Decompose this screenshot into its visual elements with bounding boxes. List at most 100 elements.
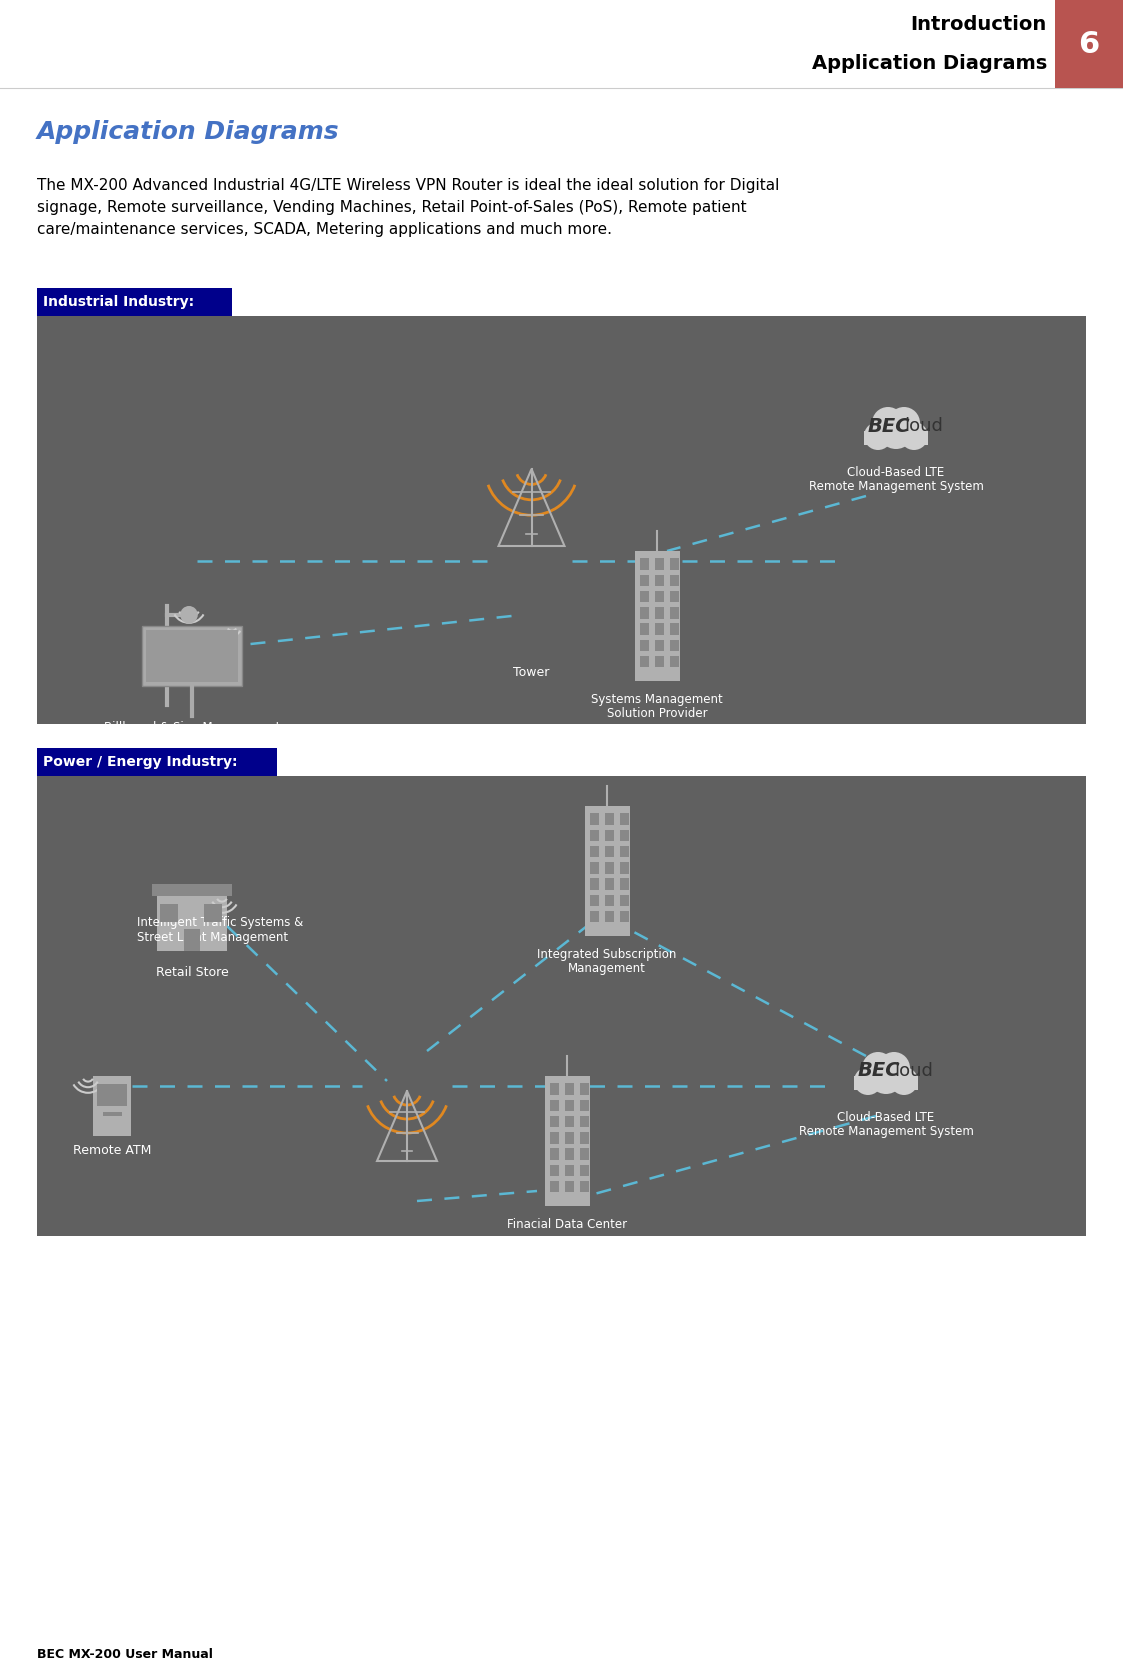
Bar — [590, 830, 599, 842]
Text: Retail Store: Retail Store — [156, 966, 228, 979]
Bar — [669, 590, 678, 602]
Bar — [639, 656, 648, 667]
Bar — [579, 1149, 588, 1160]
Bar — [549, 1083, 558, 1095]
Bar — [565, 1083, 574, 1095]
Text: Cloud-Based LTE: Cloud-Based LTE — [838, 1110, 934, 1124]
Text: Industrial Industry:: Industrial Industry: — [43, 295, 194, 309]
Bar — [639, 639, 648, 651]
Bar — [655, 575, 664, 587]
Circle shape — [853, 1067, 882, 1095]
Bar — [604, 879, 613, 890]
Bar — [669, 639, 678, 651]
Bar — [37, 315, 1086, 724]
Bar — [141, 626, 241, 686]
Circle shape — [891, 1067, 917, 1095]
Bar — [579, 1100, 588, 1112]
Circle shape — [900, 423, 928, 449]
Bar — [579, 1083, 588, 1095]
Bar — [565, 1181, 574, 1192]
Text: Systems Management: Systems Management — [591, 693, 723, 706]
Bar — [590, 911, 599, 922]
Bar — [157, 896, 227, 951]
Circle shape — [878, 413, 914, 449]
Bar — [620, 830, 629, 842]
Bar — [549, 1149, 558, 1160]
Bar — [634, 552, 679, 681]
Bar — [590, 879, 599, 890]
Text: The MX-200 Advanced Industrial 4G/LTE Wireless VPN Router is ideal the ideal sol: The MX-200 Advanced Industrial 4G/LTE Wi… — [37, 178, 779, 193]
Bar — [655, 607, 664, 619]
Bar — [639, 590, 648, 602]
Bar — [565, 1132, 574, 1144]
Circle shape — [878, 1051, 910, 1083]
Bar — [184, 929, 200, 951]
Text: Power / Energy Industry:: Power / Energy Industry: — [43, 755, 237, 770]
Bar — [669, 558, 678, 570]
Bar — [162, 639, 175, 647]
Bar — [655, 558, 664, 570]
Circle shape — [862, 1051, 894, 1083]
Bar — [669, 575, 678, 587]
Bar — [590, 845, 599, 857]
Text: Cloud-Based LTE: Cloud-Based LTE — [848, 466, 944, 480]
Bar — [620, 862, 629, 874]
Bar — [93, 1077, 131, 1135]
Text: Finacial Data Center: Finacial Data Center — [506, 1218, 627, 1231]
Bar — [853, 1077, 917, 1090]
Bar — [146, 631, 238, 683]
Bar — [549, 1181, 558, 1192]
Bar — [565, 1149, 574, 1160]
Text: Management: Management — [568, 963, 646, 974]
Text: BEC: BEC — [858, 1062, 901, 1080]
Circle shape — [180, 605, 198, 624]
Bar — [579, 1164, 588, 1176]
Bar — [655, 590, 664, 602]
Text: BEC MX-200 User Manual: BEC MX-200 User Manual — [37, 1648, 213, 1660]
Bar — [620, 813, 629, 825]
Bar — [639, 607, 648, 619]
Bar — [1054, 0, 1123, 87]
Bar — [639, 575, 648, 587]
Bar — [565, 1164, 574, 1176]
Text: Remote Management System: Remote Management System — [798, 1125, 974, 1139]
Text: Tower: Tower — [513, 666, 549, 679]
Bar — [669, 624, 678, 636]
Text: Solution Provider: Solution Provider — [606, 708, 707, 719]
Bar — [37, 288, 232, 315]
Bar — [97, 1083, 127, 1107]
Circle shape — [871, 408, 904, 439]
Circle shape — [888, 408, 920, 439]
Text: Billboard & Sign Management: Billboard & Sign Management — [103, 721, 280, 735]
Bar — [655, 624, 664, 636]
Text: Street Light Management: Street Light Management — [137, 931, 289, 944]
Bar — [655, 656, 664, 667]
Bar — [620, 894, 629, 906]
Bar — [604, 845, 613, 857]
Circle shape — [868, 1058, 904, 1093]
Text: Application Diagrams: Application Diagrams — [37, 121, 339, 144]
Bar — [549, 1115, 558, 1127]
Text: 6: 6 — [1078, 30, 1099, 59]
Bar — [545, 1077, 590, 1206]
Text: Remote Management System: Remote Management System — [809, 480, 984, 493]
Bar — [639, 624, 648, 636]
Bar — [620, 879, 629, 890]
Text: signage, Remote surveillance, Vending Machines, Retail Point-of-Sales (PoS), Rem: signage, Remote surveillance, Vending Ma… — [37, 200, 747, 215]
Bar — [102, 1112, 121, 1115]
Bar — [549, 1164, 558, 1176]
Bar — [864, 431, 928, 444]
Text: Integrated Subscription: Integrated Subscription — [537, 948, 677, 961]
Text: loud: loud — [894, 1062, 933, 1080]
Bar — [579, 1132, 588, 1144]
Bar — [604, 813, 613, 825]
Bar — [604, 911, 613, 922]
Bar — [152, 884, 232, 896]
Circle shape — [864, 423, 892, 449]
Text: BEC: BEC — [868, 416, 911, 436]
Bar — [565, 1100, 574, 1112]
Bar — [204, 904, 222, 922]
Bar — [639, 558, 648, 570]
Bar — [604, 862, 613, 874]
Bar — [37, 776, 1086, 1236]
